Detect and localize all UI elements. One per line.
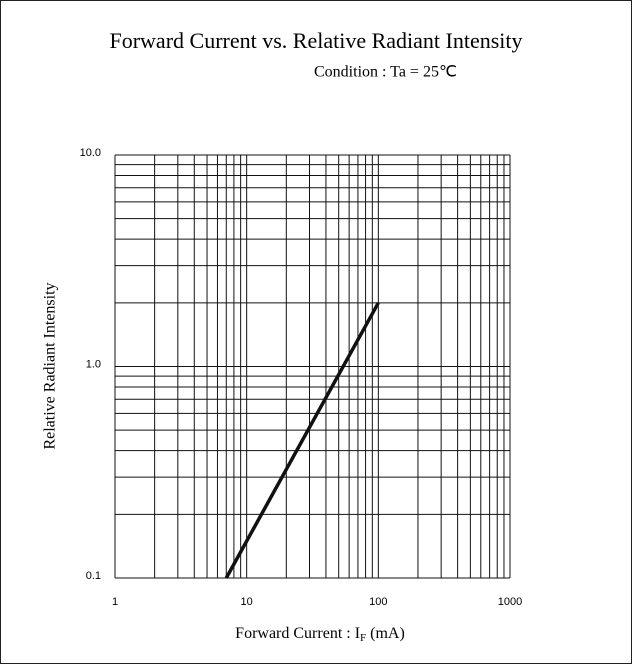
y-tick-label: 0.1 bbox=[86, 570, 101, 582]
x-tick-label: 10 bbox=[241, 596, 253, 608]
y-tick-label: 10.0 bbox=[80, 147, 101, 159]
y-axis-label: Relative Radiant Intensity bbox=[42, 282, 59, 449]
y-tick-label: 1.0 bbox=[86, 358, 101, 370]
x-tick-label: 1000 bbox=[498, 596, 522, 608]
x-tick-label: 1 bbox=[112, 596, 118, 608]
x-axis-label: Forward Current : IF (mA) bbox=[235, 625, 405, 644]
chart-subtitle: Condition : Ta = 25℃ bbox=[314, 64, 457, 81]
x-label-sub: F bbox=[360, 632, 366, 644]
x-tick-label: 100 bbox=[369, 596, 387, 608]
data-line bbox=[224, 301, 380, 579]
x-label-part: (mA) bbox=[366, 625, 405, 642]
x-label-part: Forward Current : I bbox=[235, 625, 360, 642]
chart-title: Forward Current vs. Relative Radiant Int… bbox=[109, 28, 522, 53]
